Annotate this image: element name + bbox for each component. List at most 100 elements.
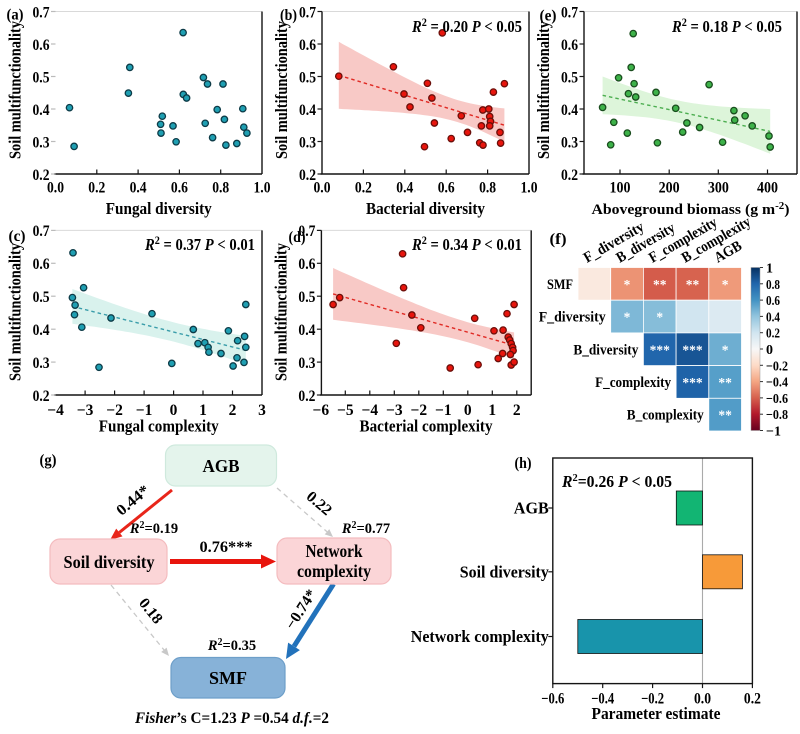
svg-text:R2=0.19: R2=0.19 (129, 520, 178, 537)
svg-text:0.3: 0.3 (299, 134, 316, 151)
svg-text:0.7: 0.7 (561, 4, 578, 21)
svg-text:0.6: 0.6 (766, 294, 780, 309)
svg-text:0.7: 0.7 (33, 4, 50, 21)
svg-text:1: 1 (488, 402, 496, 419)
svg-text:−3: −3 (386, 402, 403, 419)
svg-text:−6: −6 (313, 402, 330, 419)
svg-text:(a): (a) (7, 7, 24, 24)
svg-text:Bacterial diversity: Bacterial diversity (366, 199, 486, 218)
svg-text:0.2: 0.2 (33, 167, 50, 184)
svg-text:F_complexity: F_complexity (595, 375, 671, 391)
svg-text:100: 100 (610, 180, 631, 197)
svg-text:−4: −4 (47, 402, 64, 419)
svg-text:Network: Network (306, 541, 363, 561)
svg-text:*: * (722, 277, 729, 292)
svg-text:0.3: 0.3 (33, 355, 50, 372)
svg-text:0: 0 (464, 402, 472, 419)
svg-text:0.4: 0.4 (130, 180, 147, 197)
svg-text:Aboveground biomass (g m-2): Aboveground biomass (g m -2) (592, 201, 790, 218)
svg-text:Fungal complexity: Fungal complexity (99, 417, 220, 436)
svg-text:0.6: 0.6 (561, 37, 578, 54)
svg-text:1: 1 (766, 262, 773, 277)
svg-text:0.2: 0.2 (299, 167, 316, 184)
svg-text:0.3: 0.3 (561, 134, 578, 151)
svg-text:0.2: 0.2 (355, 180, 372, 197)
svg-text:*: * (656, 310, 663, 325)
svg-text:0.2: 0.2 (744, 691, 761, 708)
svg-text:−0.4: −0.4 (766, 376, 788, 391)
svg-text:−0.6: −0.6 (541, 691, 564, 708)
svg-text:SMF: SMF (547, 277, 573, 293)
svg-text:R2=0.26 P < 0.05: R2=0.26 P < 0.05 (561, 472, 672, 491)
svg-text:300: 300 (708, 180, 729, 197)
svg-text:Soil multifunctionality: Soil multifunctionality (272, 242, 291, 381)
svg-text:Soil multifunctionality: Soil multifunctionality (534, 20, 553, 159)
svg-text:**: ** (653, 277, 667, 292)
svg-text:0.6: 0.6 (33, 37, 50, 54)
svg-text:−0.2: −0.2 (766, 359, 788, 374)
svg-text:Soil multifunctionality: Soil multifunctionality (272, 20, 291, 159)
svg-text:0: 0 (170, 402, 178, 419)
svg-text:0.6: 0.6 (33, 256, 50, 273)
svg-text:0.6: 0.6 (299, 37, 316, 54)
svg-text:R2=0.35: R2=0.35 (207, 637, 256, 654)
svg-text:0.2: 0.2 (766, 327, 780, 342)
svg-text:complexity: complexity (297, 561, 371, 581)
svg-text:(b): (b) (280, 7, 297, 24)
svg-text:0.4: 0.4 (33, 322, 50, 339)
svg-text:AGB: AGB (203, 456, 240, 476)
svg-text:0.4: 0.4 (299, 102, 316, 119)
svg-text:B_diversity: B_diversity (573, 342, 638, 358)
svg-text:0.5: 0.5 (33, 69, 50, 86)
svg-text:400: 400 (757, 180, 778, 197)
svg-text:0.4: 0.4 (766, 310, 780, 325)
svg-text:*: * (624, 310, 631, 325)
svg-text:0.7: 0.7 (33, 223, 50, 240)
svg-text:−3: −3 (77, 402, 94, 419)
svg-text:Soil multifunctionality: Soil multifunctionality (6, 20, 25, 159)
svg-text:R2 = 0.34 P < 0.01: R2 = 0.34 P < 0.01 (411, 235, 522, 254)
svg-text:0.3: 0.3 (33, 134, 50, 151)
svg-text:0.5: 0.5 (298, 289, 315, 306)
svg-text:Fungal diversity: Fungal diversity (106, 199, 213, 218)
svg-text:0.2: 0.2 (33, 388, 50, 405)
svg-text:Soil diversity: Soil diversity (64, 552, 155, 572)
svg-text:Fisher’s C=1.23 P =0.54 d.f.=2: Fisher’s C=1.23 P =0.54 d.f.=2 (134, 710, 329, 727)
svg-text:1: 1 (199, 402, 207, 419)
svg-text:0.4: 0.4 (33, 102, 50, 119)
svg-text:0: 0 (766, 343, 773, 358)
svg-text:2: 2 (229, 402, 237, 419)
svg-text:−2: −2 (411, 402, 428, 419)
svg-text:−1: −1 (766, 425, 781, 440)
svg-text:(h): (h) (515, 455, 532, 472)
svg-text:**: ** (718, 408, 732, 423)
svg-text:3: 3 (258, 402, 266, 419)
svg-text:−5: −5 (337, 402, 354, 419)
svg-text:*: * (722, 342, 729, 357)
svg-text:−0.6: −0.6 (766, 392, 788, 407)
svg-text:−4: −4 (362, 402, 379, 419)
svg-text:1.0: 1.0 (254, 180, 271, 197)
svg-text:−1: −1 (435, 402, 452, 419)
svg-text:R2=0.77: R2=0.77 (341, 520, 390, 537)
svg-text:**: ** (686, 277, 700, 292)
svg-text:0.5: 0.5 (299, 69, 316, 86)
svg-text:0.8: 0.8 (766, 278, 780, 293)
svg-text:0.6: 0.6 (298, 256, 315, 273)
svg-text:Network complexity: Network complexity (411, 627, 550, 646)
svg-text:(g): (g) (40, 452, 57, 469)
svg-text:**: ** (718, 375, 732, 390)
svg-text:Bacterial complexity: Bacterial complexity (360, 417, 494, 436)
svg-text:−0.4: −0.4 (591, 691, 614, 708)
svg-text:−0.8: −0.8 (766, 408, 788, 423)
svg-text:0.2: 0.2 (298, 388, 315, 405)
svg-text:0.8: 0.8 (212, 180, 229, 197)
svg-text:B_complexity: B_complexity (627, 408, 704, 424)
svg-text:0.2: 0.2 (561, 167, 578, 184)
svg-text:R2 = 0.18 P < 0.05: R2 = 0.18 P < 0.05 (671, 17, 782, 36)
svg-text:***: *** (682, 375, 703, 390)
svg-text:0.6: 0.6 (438, 180, 455, 197)
svg-text:*: * (624, 277, 631, 292)
svg-text:Soil multifunctionality: Soil multifunctionality (6, 242, 25, 381)
svg-text:0.4: 0.4 (561, 102, 578, 119)
